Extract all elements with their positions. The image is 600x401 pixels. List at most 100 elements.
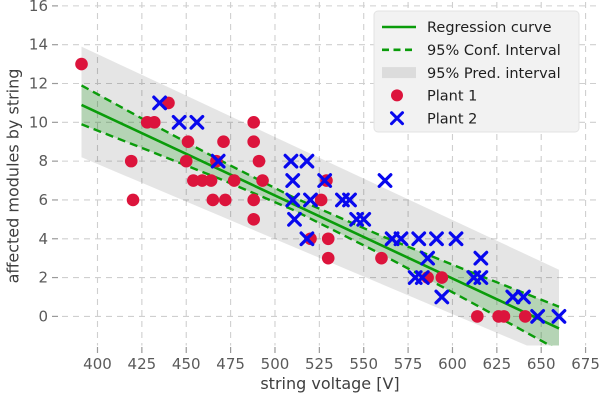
plant2-marker [393,231,409,247]
grid: 400 425 450 475 500 525 550 575 600 625 650 675 0 2 4 6… [29,0,600,373]
plant1-marker [247,193,260,207]
plant1-marker [217,135,230,149]
plant1-marker [124,154,138,168]
plant1-marker [247,135,260,149]
plant1-marker [179,154,193,168]
legend-x-swatch [390,111,404,126]
x-tick-label: 500 [261,355,290,373]
plant1-marker [435,271,449,284]
data-points [75,57,567,324]
plant1-marker [247,213,260,226]
plant2-marker [299,231,315,247]
plant2-marker [516,289,531,305]
plant1-marker [195,174,209,187]
plant1-marker [256,174,269,187]
legend-label: 95% Conf. Interval [427,43,561,59]
regression-line [80,103,560,330]
plant1-marker [314,193,328,207]
plant2-marker [171,114,187,130]
plant1-marker [204,174,218,187]
legend-label: Plant 2 [427,111,477,127]
plant2-marker [551,308,567,324]
plant2-marker [210,153,226,169]
y-tick-label: 6 [38,191,48,209]
plant1-marker [247,116,260,129]
plant2-marker [285,173,301,188]
plant1-marker [206,193,220,207]
plant1-marker [375,251,388,265]
plant2-marker [317,173,333,188]
plant2-marker [342,192,357,208]
x-tick-label: 475 [216,355,245,373]
y-tick-label: 2 [38,269,48,287]
plant1-marker [497,310,511,323]
plant1-marker [218,193,232,207]
plant1-marker [162,96,175,110]
plant1-marker [252,154,266,168]
plant2-marker [285,192,301,208]
plant2-marker [152,95,168,111]
x-tick-label: 425 [128,355,157,373]
plant1-marker [518,310,532,323]
plant1-marker [304,232,317,246]
legend-circle-swatch [391,89,403,102]
legend-box [373,10,580,133]
legend-label: Regression curve [427,20,552,36]
plant2-marker [303,192,318,208]
legend-label: Plant 1 [427,89,477,105]
plant1-marker [321,251,335,265]
x-tick-label: 625 [483,355,512,373]
legend: Regression curve 95% Conf. Interval 95% Pr… [373,10,580,133]
x-tick-label: 525 [305,355,334,373]
x-tick-label: 400 [83,355,112,373]
x-tick-label: 650 [527,355,556,373]
legend-item-line: Regression curve [382,20,552,36]
plant2-marker [287,211,302,227]
x-tick-label: 575 [394,355,423,373]
confidence-interval-lower-line [81,123,553,346]
legend-item-x: Plant 2 [390,111,477,127]
y-tick-label: 10 [29,113,48,131]
plant2-marker [299,153,315,169]
y-tick-label: 16 [29,0,48,15]
legend-item-circle: Plant 1 [391,89,477,105]
legend-item-dashed: 95% Conf. Interval [382,43,561,59]
plant2-marker [505,289,521,305]
plant1-marker [471,310,484,323]
plant1-marker [187,174,200,187]
x-tick-label: 450 [172,355,201,373]
plant2-marker [420,250,436,266]
plant2-marker [411,231,427,247]
plant2-marker [356,211,372,227]
y-tick-label: 8 [38,152,48,170]
plant1-marker [181,135,195,149]
plant2-marker [377,173,393,188]
y-axis-label: affected modules by string [3,68,23,284]
x-tick-label: 675 [571,355,600,373]
x-tick-label: 600 [438,355,467,373]
plant1-marker [321,232,335,246]
plant2-marker [429,231,444,247]
y-tick-label: 12 [29,75,48,93]
plant1-marker [126,193,140,207]
plant2-marker [434,289,450,305]
plant1-marker [227,174,241,187]
legend-item-band: 95% Pred. interval [382,66,561,82]
plant1-marker [75,57,88,71]
plant2-marker [448,231,464,247]
plant2-marker [473,270,489,285]
legend-label: 95% Pred. interval [427,66,561,82]
legend-band-swatch [382,67,416,79]
plant1-marker [147,116,161,129]
x-tick-label: 550 [349,355,378,373]
y-tick-label: 0 [38,307,48,325]
plant2-marker [414,270,430,285]
plant2-marker [473,250,489,266]
y-tick-label: 4 [38,230,48,248]
plant2-marker [189,114,205,130]
plant2-marker [530,308,546,324]
y-tick-label: 14 [29,36,48,54]
plant2-marker [283,153,299,169]
